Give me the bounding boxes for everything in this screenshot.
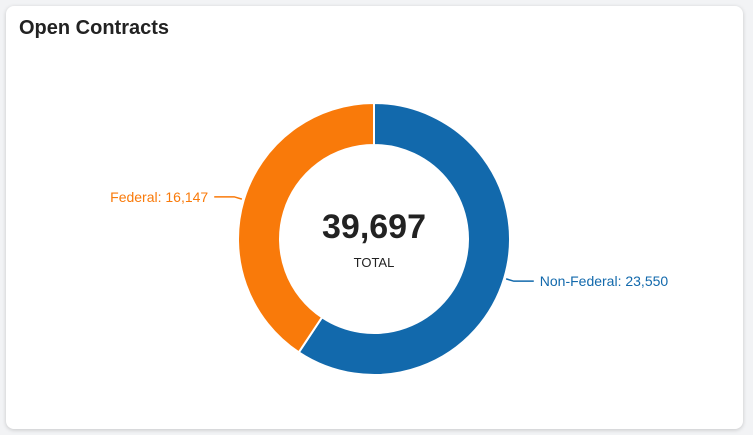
slice-label-non-federal: Non-Federal: 23,550 [540, 273, 669, 289]
total-label: TOTAL [354, 255, 395, 270]
leader-line-non-federal [505, 278, 534, 282]
card-title: Open Contracts [19, 17, 170, 39]
slices-group [237, 101, 511, 376]
slice-label-federal: Federal: 16,147 [110, 189, 208, 205]
slice-non-federal[interactable] [297, 101, 511, 376]
slice-federal[interactable] [237, 101, 375, 354]
leader-lines-group: Non-Federal: 23,550 Federal: 16,147 [110, 189, 668, 289]
total-value: 39,697 [322, 208, 426, 246]
leader-line-federal [214, 196, 243, 200]
